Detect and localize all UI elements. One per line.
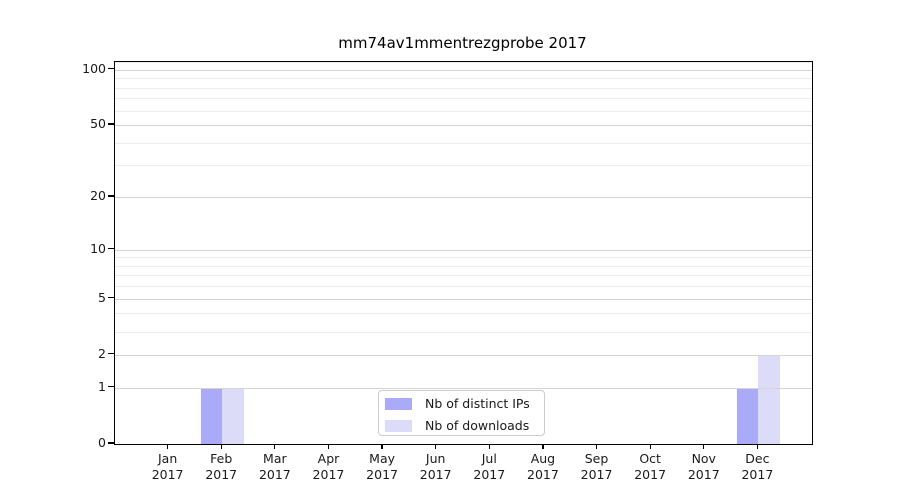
gridline-major (115, 249, 812, 251)
y-tick-label: 20 (90, 188, 106, 204)
legend-label-downloads: Nb of downloads (425, 418, 530, 433)
x-tick-label: Apr 2017 (312, 451, 345, 482)
legend: Nb of distinct IPs Nb of downloads (378, 390, 545, 436)
legend-swatch-downloads (385, 419, 412, 432)
bar-feb-s1 (222, 387, 244, 444)
plot-area (114, 61, 813, 445)
bar-feb-s0 (200, 387, 223, 444)
gridline-minor (115, 142, 812, 144)
x-tick (703, 444, 705, 449)
x-tick-label: Jan 2017 (151, 451, 184, 482)
y-tick-label: 0 (98, 435, 106, 450)
gridline-minor (115, 275, 812, 277)
gridline-minor (115, 165, 812, 167)
x-tick (595, 444, 598, 449)
x-tick-label: Mar 2017 (258, 451, 291, 482)
x-tick-label: Oct 2017 (634, 451, 667, 482)
gridline-minor (115, 62, 812, 63)
gridline-minor (115, 110, 812, 112)
y-tick-label: 100 (82, 60, 106, 76)
x-tick-label: Sep 2017 (580, 451, 613, 482)
y-tick (108, 247, 114, 250)
gridline-major (115, 125, 812, 127)
gridline-major (115, 69, 812, 71)
y-tick (108, 442, 114, 444)
x-tick (220, 444, 222, 449)
gridline-major (115, 197, 812, 199)
gridline-minor (115, 331, 812, 333)
x-tick (381, 444, 383, 449)
legend-entry-distinct-ips: Nb of distinct IPs (385, 396, 536, 411)
y-tick-label: 10 (90, 240, 106, 256)
gridline-minor (115, 98, 812, 100)
y-tick (108, 195, 114, 197)
x-tick-label: Dec 2017 (741, 451, 774, 482)
x-tick (542, 444, 544, 449)
legend-label-distinct-ips: Nb of distinct IPs (425, 396, 530, 411)
bar-dec-s0 (736, 387, 759, 444)
x-tick-label: Jul 2017 (473, 451, 506, 482)
x-tick-label: Feb 2017 (205, 451, 238, 482)
gridline-minor (115, 286, 812, 288)
gridline-major (115, 354, 812, 356)
gridline-major (115, 298, 812, 300)
bar-dec-s1 (758, 354, 780, 444)
y-tick (108, 353, 114, 355)
y-tick (108, 68, 114, 70)
chart-title: mm74av1mmentrezgprobe 2017 (338, 34, 587, 52)
y-tick-label: 5 (98, 289, 106, 305)
y-tick-label: 1 (98, 378, 106, 394)
x-tick (167, 444, 169, 449)
gridline-minor (115, 78, 812, 80)
gridline-minor (115, 265, 812, 267)
y-tick (108, 386, 114, 388)
gridline-minor (115, 87, 812, 89)
x-tick (435, 444, 437, 449)
y-tick-label: 2 (98, 345, 106, 361)
gridline-minor (115, 257, 812, 259)
x-tick (756, 444, 758, 449)
y-tick-label: 50 (90, 116, 106, 132)
x-tick-label: May 2017 (366, 451, 398, 482)
gridline-major (115, 387, 812, 389)
x-tick (488, 444, 490, 449)
legend-swatch-distinct-ips (385, 397, 412, 410)
y-tick (108, 123, 114, 125)
x-tick-label: Aug 2017 (527, 451, 559, 482)
x-tick-label: Nov 2017 (687, 451, 720, 482)
x-tick (327, 444, 330, 449)
gridline-minor (115, 313, 812, 315)
x-tick (649, 444, 651, 449)
y-tick (108, 297, 114, 299)
legend-entry-downloads: Nb of downloads (385, 418, 536, 433)
x-tick (274, 444, 276, 449)
x-tick-label: Jun 2017 (419, 451, 452, 482)
